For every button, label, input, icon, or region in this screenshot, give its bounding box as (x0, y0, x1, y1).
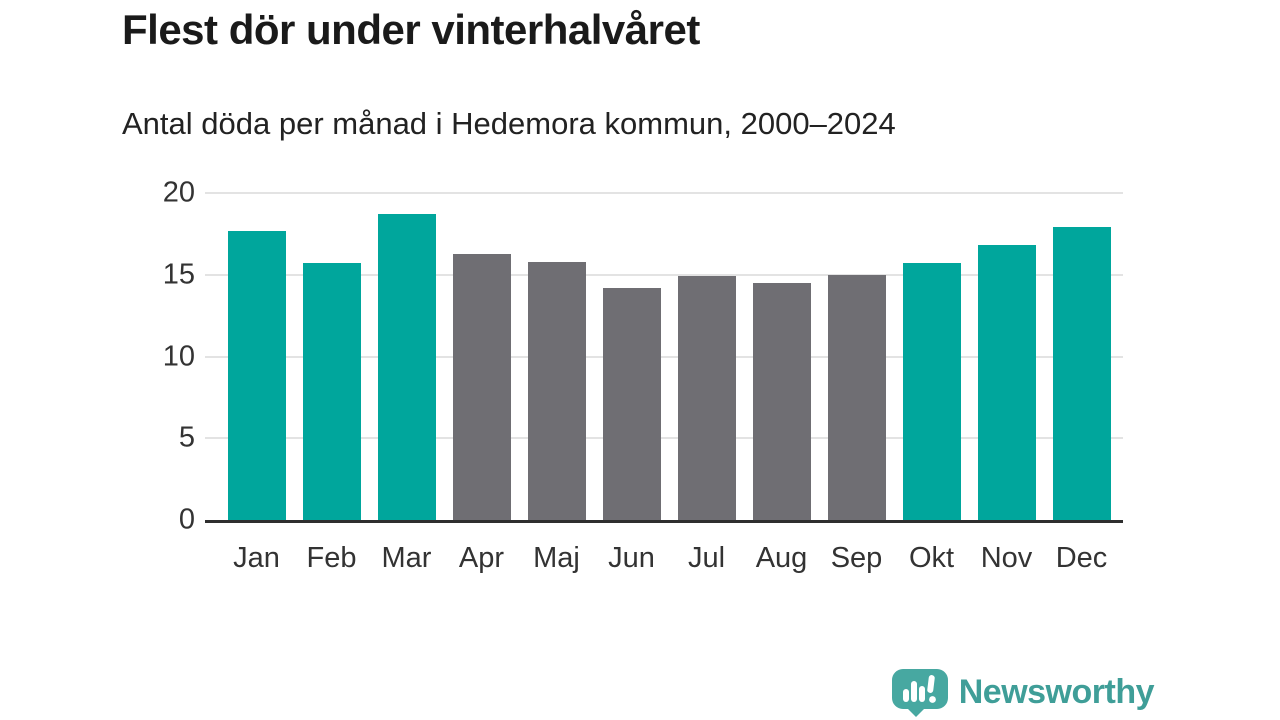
y-tick-label-5: 5 (178, 421, 195, 454)
y-tick-label-10: 10 (162, 340, 195, 372)
x-tick-label-okt: Okt (908, 542, 955, 574)
bar-column-feb (294, 193, 369, 520)
bar-aug (752, 282, 811, 520)
x-tick-label-maj: Maj (533, 542, 580, 574)
gridline-15 (205, 273, 1123, 276)
bar-column-maj (519, 193, 594, 520)
chart-subtitle: Antal döda per månad i Hedemora kommun, … (122, 106, 896, 141)
brand-name: Newsworthy (958, 672, 1155, 711)
bar-column-dec (1044, 193, 1119, 520)
y-tick-label-15: 15 (162, 258, 195, 291)
bar-column-sep (819, 193, 894, 520)
x-tick-label-jun: Jun (608, 542, 655, 574)
x-tick-label-mar: Mar (381, 542, 432, 574)
bar-jan (227, 230, 286, 520)
y-tick-label-20: 20 (162, 176, 195, 209)
x-tick-label-aug: Aug (755, 542, 808, 574)
bar-dec (1052, 227, 1111, 520)
x-tick-label-sep: Sep (830, 542, 883, 574)
x-tick-label-feb: Feb (306, 542, 357, 574)
bar-maj (527, 261, 586, 520)
bar-column-apr (444, 193, 519, 520)
bar-column-mar (369, 193, 444, 520)
x-tick-label-jan: Jan (233, 542, 280, 574)
x-tick-label-nov: Nov (980, 542, 1033, 574)
bar-jul (677, 276, 736, 520)
y-tick-label-0: 0 (178, 503, 195, 536)
x-axis-labels: Jan Feb Mar Apr Maj Jun Jul Aug Sep Okt Nov Dec (219, 542, 1119, 575)
plot-area (205, 192, 1123, 523)
bar-jun (602, 287, 661, 520)
bar-okt (902, 263, 961, 520)
bar-column-okt (894, 193, 969, 520)
newsworthy-logo-icon (890, 667, 950, 717)
y-axis-labels: 0 5 10 15 20 (95, 178, 195, 534)
bar-column-nov (969, 193, 1044, 520)
bar-nov (977, 245, 1036, 520)
bar-column-jul (669, 193, 744, 520)
bar-column-jan (219, 193, 294, 520)
gridline-10 (205, 355, 1123, 358)
chart-title: Flest dör under vinterhalvåret (122, 6, 700, 53)
x-tick-label-jul: Jul (687, 542, 726, 574)
brand-footer: Newsworthy (890, 667, 1155, 717)
gridline-20 (205, 192, 1123, 194)
bar-apr (452, 253, 511, 520)
bar-feb (302, 263, 361, 520)
bar-column-jun (594, 193, 669, 520)
x-tick-label-apr: Apr (458, 542, 505, 574)
bar-series (219, 193, 1119, 520)
bar-sep (827, 274, 886, 520)
bar-mar (377, 214, 436, 520)
bar-column-aug (744, 193, 819, 520)
gridline-5 (205, 437, 1123, 440)
x-tick-label-dec: Dec (1055, 542, 1108, 574)
